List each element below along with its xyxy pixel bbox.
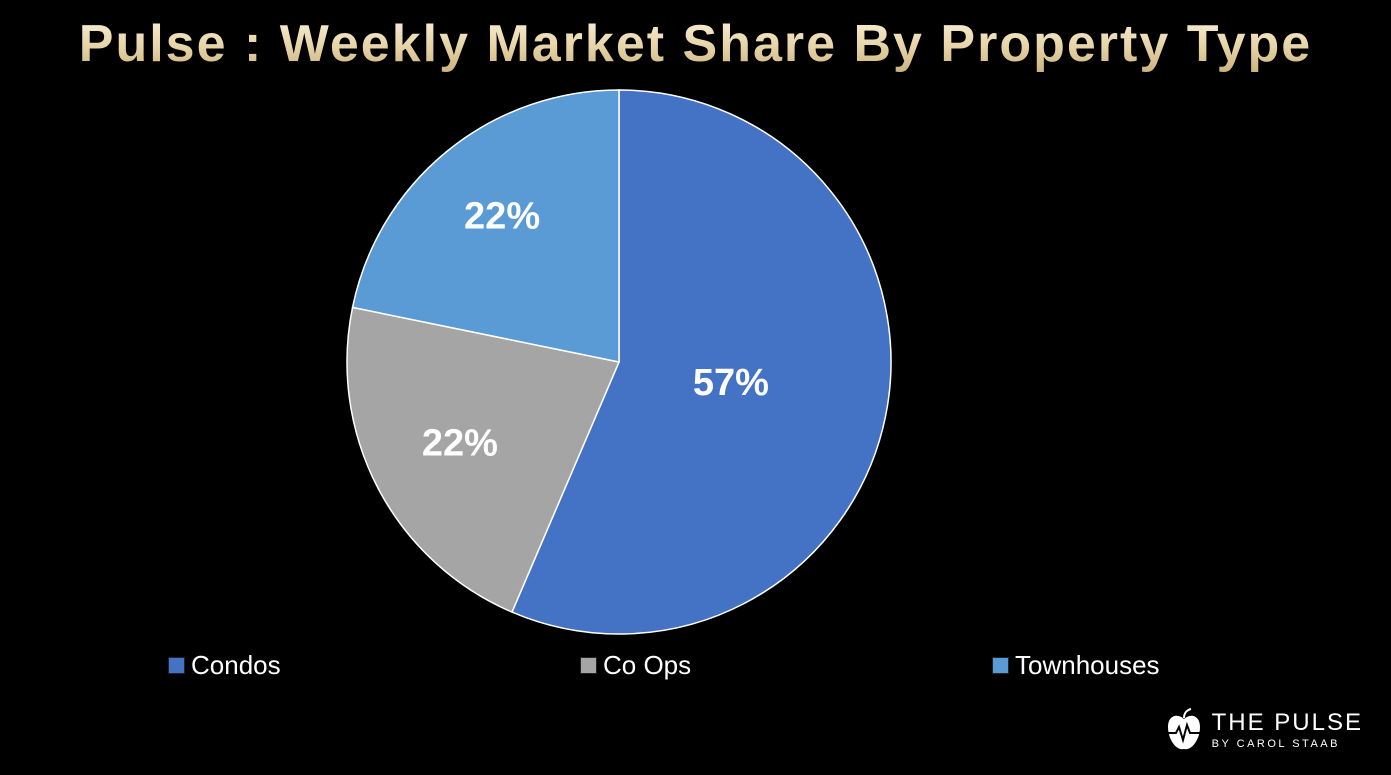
legend-label-townhouses: Townhouses <box>1015 650 1160 680</box>
legend-label-condos: Condos <box>191 650 281 680</box>
pie-label-co-ops: 22% <box>422 422 498 464</box>
legend-label-co-ops: Co Ops <box>603 650 692 680</box>
legend-swatch-condos <box>168 657 185 674</box>
pie-slice-townhouses <box>351 89 620 363</box>
pie-slice-co-ops <box>346 306 621 614</box>
pie-label-townhouses: 22% <box>464 196 540 238</box>
legend-item-co-ops: Co Ops <box>580 650 691 681</box>
chart-legend: Condos Co Ops Townhouses <box>0 650 1391 684</box>
pie-slice-condos <box>511 89 892 635</box>
apple-heartbeat-icon <box>1167 708 1200 750</box>
legend-swatch-townhouses <box>992 657 1009 674</box>
logo-main-text: THE PULSE <box>1211 708 1363 736</box>
chart-title: Pulse : Weekly Market Share By Property … <box>0 14 1391 74</box>
legend-swatch-co-ops <box>580 657 597 674</box>
brand-logo: THE PULSE BY CAROL STAAB <box>1164 707 1363 753</box>
legend-item-condos: Condos <box>168 650 281 681</box>
logo-sub-text: BY CAROL STAAB <box>1211 737 1340 750</box>
pie-label-condos: 57% <box>693 362 769 404</box>
legend-item-townhouses: Townhouses <box>992 650 1160 681</box>
